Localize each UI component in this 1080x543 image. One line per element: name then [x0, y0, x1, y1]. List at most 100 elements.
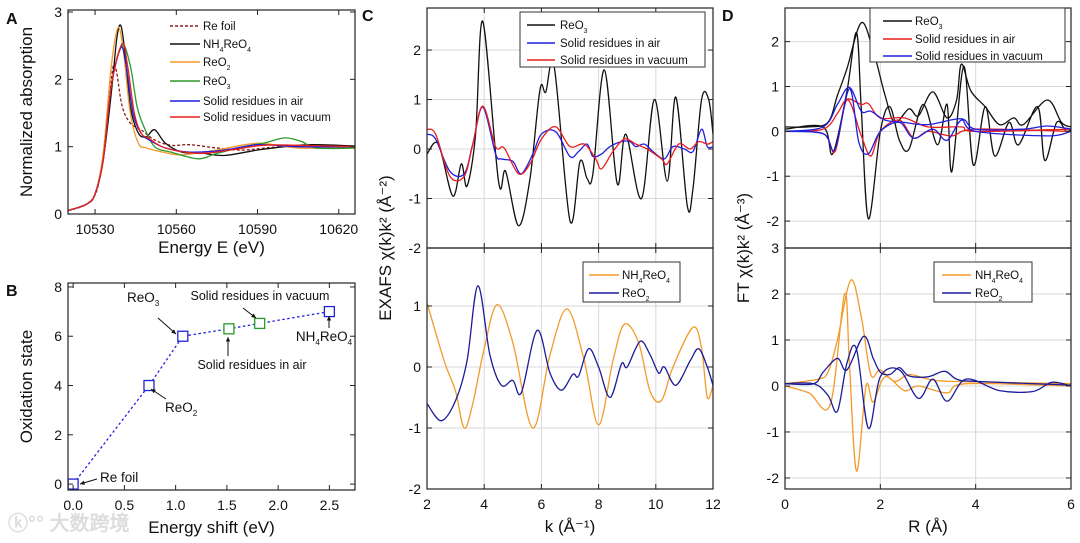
annotation-label: Solid residues in air [197, 358, 306, 372]
y-tick-label: 1 [413, 92, 421, 108]
data-point-solid-residues-in-vacuum [254, 317, 266, 330]
y-tick-label: -2 [767, 470, 780, 486]
plot-frame [67, 282, 356, 491]
y-tick-label: -2 [409, 481, 422, 497]
plot-frame [67, 9, 356, 215]
x-axis-label: Energy shift (eV) [148, 518, 275, 537]
x-tick-label: 8 [595, 496, 603, 512]
x-tick-label: 6 [538, 496, 546, 512]
legend-label: Solid residues in air [560, 38, 661, 50]
y-tick-label: 2 [54, 71, 62, 87]
legend [519, 11, 706, 68]
y-tick-label: 4 [54, 378, 62, 394]
plot-frame [426, 247, 714, 490]
legend-label: ReO2 [203, 57, 231, 72]
y-tick-label: 0 [413, 141, 421, 157]
watermark-logo: ⓚ°° 大数跨境 [8, 511, 130, 535]
legend-label: ReO3 [203, 76, 231, 91]
y-tick-label: -1 [767, 168, 780, 184]
arrowhead-icon [326, 316, 332, 321]
legend-box [519, 11, 706, 68]
series-line-solid-residues-in-vacuum [785, 88, 1071, 156]
x-tick-label: 2 [423, 496, 431, 512]
x-tick-label: 10560 [157, 221, 196, 237]
y-tick-label: 0 [54, 476, 62, 492]
annotation-label: Solid residues in vacuum [191, 289, 330, 303]
arrowhead-icon [251, 313, 256, 318]
y-tick-label: -2 [409, 240, 422, 256]
x-axis-label: k (Å⁻¹) [545, 517, 596, 536]
x-tick-label: 6 [1067, 496, 1075, 512]
legend-label: NH4ReO4 [622, 270, 670, 285]
x-tick-label: 4 [480, 496, 488, 512]
arrowhead-icon [171, 329, 176, 334]
series-line-re-foil [68, 63, 355, 212]
series-line-solid-residues-in-vacuum [427, 105, 713, 182]
arrowhead-icon [80, 480, 85, 485]
x-tick-label: 0 [781, 496, 789, 512]
panel-label: C [362, 8, 374, 25]
annotation-label: ReO3 [127, 290, 160, 308]
series-line-reo2 [427, 285, 713, 422]
legend-label: ReO3 [560, 20, 588, 35]
y-tick-label: 0 [771, 378, 779, 394]
y-tick-label: -1 [409, 191, 422, 207]
x-tick-label: 2.5 [320, 497, 340, 513]
legend-label: ReO2 [975, 288, 1003, 303]
x-tick-label: 10620 [319, 221, 358, 237]
legend-label: NH4ReO4 [975, 270, 1023, 285]
y-tick-label: 1 [54, 139, 62, 155]
y-tick-label: -1 [409, 420, 422, 436]
y-axis-label: EXAFS χ(k)k² (Å⁻²) [376, 175, 395, 320]
panel-label: D [722, 8, 734, 25]
series-line-nh4reo4 [427, 302, 713, 429]
series-line-reo2 [785, 344, 1071, 429]
panel-label: B [6, 283, 18, 300]
series-group [785, 279, 1071, 472]
y-tick-label: 1 [771, 332, 779, 348]
x-tick-label: 10530 [76, 221, 115, 237]
legend [170, 25, 200, 118]
legend-box [933, 261, 1033, 303]
legend-label: Solid residues in vacuum [203, 112, 331, 124]
y-tick-label: -2 [767, 213, 780, 229]
x-axis-label: Energy E (eV) [158, 238, 265, 257]
legend [582, 261, 681, 303]
y-tick-label: 0 [771, 123, 779, 139]
y-axis-label: Oxidation state [17, 330, 36, 443]
legend [933, 261, 1033, 303]
connecting-line [72, 310, 330, 485]
legend-label: ReO2 [622, 288, 650, 303]
series-line-solid-residues-in-vacuum [68, 42, 355, 212]
arrowhead-icon [151, 389, 156, 394]
x-tick-label: 1.5 [217, 497, 237, 513]
y-axis-label: Normalized absorption [17, 27, 36, 197]
y-tick-label: 8 [54, 279, 62, 295]
series-group [785, 21, 1071, 220]
x-tick-label: 10590 [238, 221, 277, 237]
annotation-label: Re foil [100, 470, 138, 485]
panel-D_top [784, 7, 1072, 249]
y-tick-label: -1 [767, 424, 780, 440]
legend-label: Solid residues in vacuum [560, 55, 688, 67]
series-group [427, 20, 713, 227]
legend-label: Solid residues in air [915, 34, 1016, 46]
y-tick-label: 1 [771, 79, 779, 95]
x-tick-label: 1.0 [166, 497, 186, 513]
panel-label: A [6, 11, 18, 28]
x-tick-label: 2 [876, 496, 884, 512]
y-tick-label: 3 [771, 240, 779, 256]
plot-frame [784, 247, 1072, 490]
series-line-reo3 [785, 32, 1071, 220]
legend-label: Solid residues in air [203, 96, 304, 108]
panel-C_top [426, 7, 714, 249]
panel-A [67, 9, 356, 215]
series-line-solid-residues-in-air [427, 106, 713, 178]
legend-label: Solid residues in vacuum [915, 51, 1043, 63]
legend-label: Re foil [203, 21, 236, 33]
annotation-label: ReO2 [165, 400, 198, 418]
x-tick-label: 0.5 [115, 497, 135, 513]
series-line-reo3 [427, 20, 713, 227]
legend-label: ReO3 [915, 16, 943, 31]
